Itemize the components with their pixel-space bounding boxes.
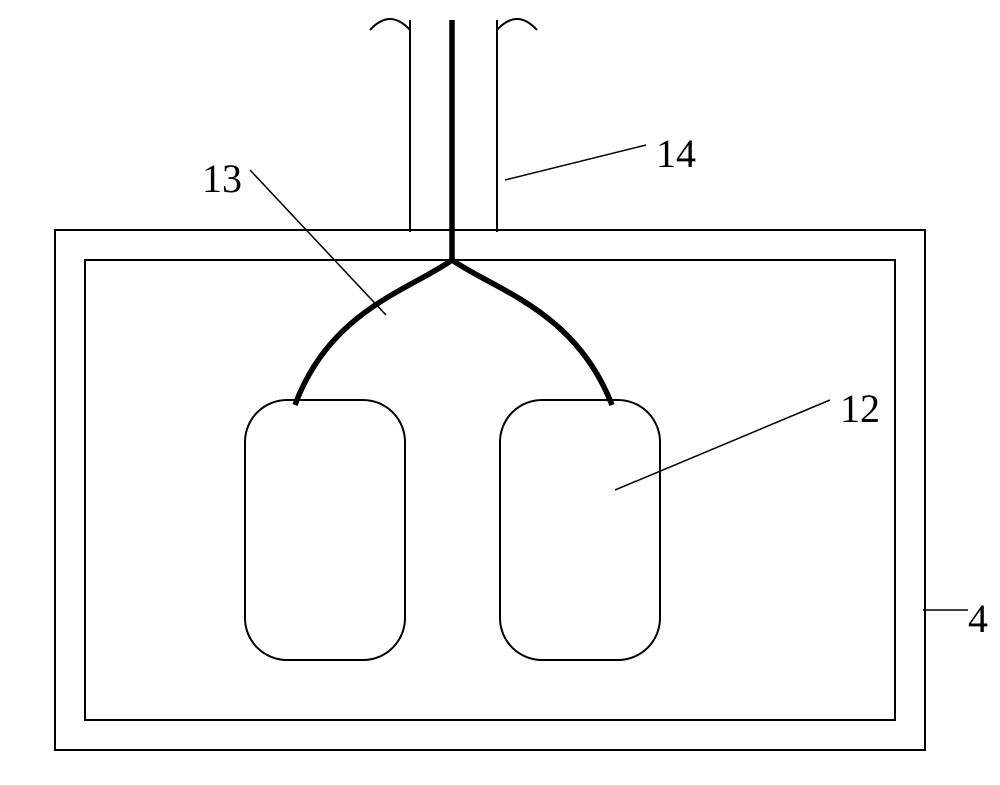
outer-box: [55, 230, 925, 750]
leader-14: [505, 145, 646, 180]
capsule-right: [500, 400, 660, 660]
capsule-left: [245, 400, 405, 660]
break-arc-right: [497, 19, 537, 30]
bifurcation-right: [452, 260, 612, 405]
break-arc-left: [370, 19, 410, 30]
leader-12: [615, 400, 830, 490]
label-13: 13: [202, 155, 242, 202]
bifurcation-left: [295, 260, 452, 405]
leader-13: [250, 170, 386, 315]
label-4: 4: [968, 595, 988, 642]
label-12: 12: [840, 385, 880, 432]
inner-box: [85, 260, 895, 720]
label-14: 14: [656, 130, 696, 177]
